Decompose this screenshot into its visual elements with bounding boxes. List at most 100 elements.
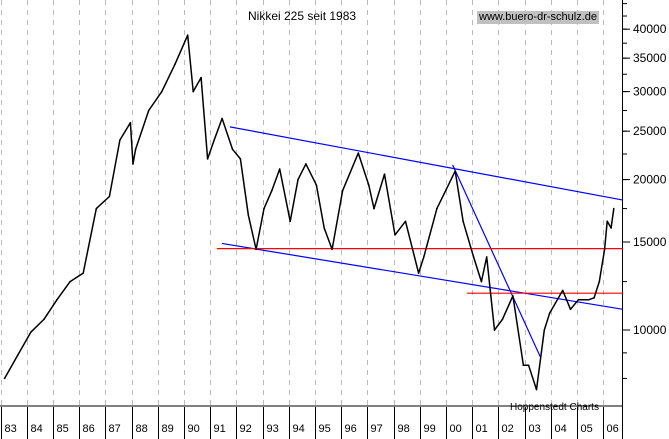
data-point xyxy=(186,34,189,37)
data-point xyxy=(593,296,595,299)
x-tick-label: 90 xyxy=(188,423,200,435)
y-tick-label: 30000 xyxy=(633,85,667,99)
x-tick-label: 94 xyxy=(293,423,305,435)
credit-label: Hoppenstedt Charts xyxy=(510,402,599,413)
data-point xyxy=(603,248,606,251)
y-tick-label: 10000 xyxy=(633,323,667,337)
x-tick-label: 00 xyxy=(450,423,462,435)
x-tick-label: 95 xyxy=(319,423,331,435)
data-point xyxy=(82,272,84,274)
data-point xyxy=(147,109,150,112)
data-point xyxy=(69,280,71,283)
x-tick-label: 96 xyxy=(345,423,357,435)
data-point xyxy=(221,117,223,120)
data-point xyxy=(132,163,134,165)
data-point xyxy=(213,139,215,141)
data-point xyxy=(315,184,318,186)
x-tick-label: 84 xyxy=(31,423,43,435)
data-point xyxy=(485,256,488,258)
data-point xyxy=(598,280,601,283)
x-tick-label: 04 xyxy=(555,423,567,435)
x-tick-label: 89 xyxy=(162,423,174,435)
price-line xyxy=(3,34,615,391)
data-point xyxy=(108,195,111,198)
data-point xyxy=(56,298,58,301)
x-tick-label: 02 xyxy=(502,423,514,435)
data-point xyxy=(255,248,257,251)
x-tick-label: 91 xyxy=(214,423,226,435)
x-tick-label: 03 xyxy=(529,423,541,435)
data-point xyxy=(231,148,234,151)
x-tick-label: 93 xyxy=(267,423,279,435)
x-tick-label: 97 xyxy=(371,423,383,435)
data-point xyxy=(367,184,370,186)
data-point xyxy=(263,207,265,210)
trendline xyxy=(221,242,624,310)
data-point xyxy=(206,158,209,160)
data-point xyxy=(129,121,132,124)
data-point xyxy=(278,168,281,170)
x-tick-label: 92 xyxy=(240,423,252,435)
x-tick-label: 85 xyxy=(57,423,69,435)
data-point xyxy=(341,189,344,192)
chart-title: Nikkei 225 seit 1983 xyxy=(248,9,357,23)
data-point xyxy=(331,248,333,251)
data-point xyxy=(454,170,457,172)
data-point xyxy=(561,289,564,292)
data-point xyxy=(423,256,425,258)
y-tick-label: 20000 xyxy=(633,173,667,187)
x-tick-label: 06 xyxy=(607,423,619,435)
data-point xyxy=(610,227,612,229)
data-point xyxy=(373,207,375,210)
data-point xyxy=(30,331,32,333)
data-point xyxy=(3,377,6,380)
data-point xyxy=(200,76,202,79)
data-point xyxy=(357,152,360,154)
x-tick-label: 05 xyxy=(581,423,593,435)
x-tick-label: 87 xyxy=(109,423,121,435)
x-tick-label: 88 xyxy=(136,423,148,435)
data-point xyxy=(612,207,615,210)
data-point xyxy=(271,189,273,192)
data-point xyxy=(95,207,98,210)
data-point xyxy=(462,220,464,223)
data-point xyxy=(239,158,242,160)
y-tick-label: 40000 xyxy=(633,22,667,36)
data-point xyxy=(192,90,195,93)
x-tick-label: 83 xyxy=(5,423,17,435)
data-point xyxy=(289,220,291,223)
x-tick-label: 01 xyxy=(476,423,488,435)
data-point xyxy=(404,220,407,223)
data-point xyxy=(522,364,525,367)
y-tick-label: 25000 xyxy=(633,124,667,138)
data-point xyxy=(417,272,420,274)
data-point xyxy=(480,280,483,283)
data-point xyxy=(543,329,546,331)
trendline xyxy=(229,126,624,201)
data-point xyxy=(472,256,475,258)
data-point xyxy=(527,364,530,367)
y-tick-label: 35000 xyxy=(633,51,667,65)
data-point xyxy=(535,388,538,391)
data-point xyxy=(588,298,590,301)
data-point xyxy=(548,312,551,315)
data-point xyxy=(161,90,163,93)
data-point xyxy=(134,148,137,151)
x-tick-label: 86 xyxy=(83,423,95,435)
x-tick-label: 98 xyxy=(398,423,410,435)
data-point xyxy=(43,318,45,321)
data-point xyxy=(297,178,299,181)
source-label[interactable]: www.buero-dr-schulz.de xyxy=(477,11,599,24)
data-point xyxy=(606,220,608,223)
data-point xyxy=(436,207,438,210)
data-point xyxy=(569,308,572,311)
y-tick-label: 15000 xyxy=(633,235,667,249)
data-point xyxy=(247,214,250,216)
data-point xyxy=(323,227,326,229)
data-point xyxy=(383,173,386,176)
data-point xyxy=(16,354,19,357)
data-point xyxy=(493,329,496,331)
data-point xyxy=(119,139,121,141)
data-point xyxy=(501,318,504,321)
